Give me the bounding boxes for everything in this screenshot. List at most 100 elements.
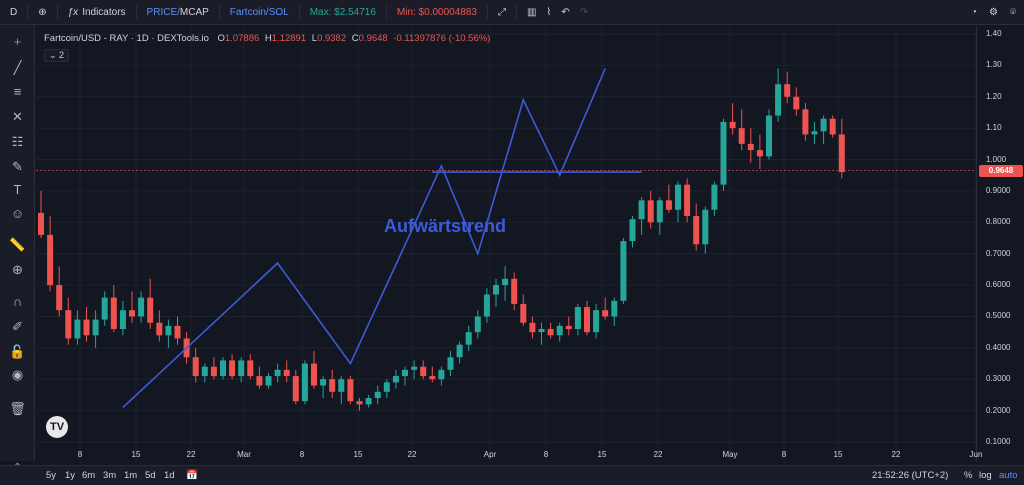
trend-annotation[interactable]: Aufwärtstrend <box>384 216 507 236</box>
current-price-tag: 0.9648 <box>979 164 1023 177</box>
candle-body <box>347 379 354 402</box>
candle-body <box>402 369 408 377</box>
redo-icon: ↷ <box>579 6 589 18</box>
range-3m[interactable]: 3m <box>103 470 117 481</box>
range-5d[interactable]: 5d <box>145 470 156 481</box>
percent-toggle[interactable]: % <box>964 470 973 481</box>
open-label: O <box>217 33 225 44</box>
candle-body <box>611 300 618 317</box>
price-axis[interactable]: 0.9648 1.40 1.30 1.20 1.10 1.000 0.9000 0.8000… <box>976 26 1024 462</box>
time-tick: 8 <box>77 450 83 459</box>
redo-button[interactable]: ↷ <box>580 7 588 18</box>
candle-body <box>756 150 763 157</box>
mcap-toggle[interactable]: MCAP <box>179 6 209 18</box>
utc-clock[interactable]: 21:52:26 (UTC+2) <box>872 470 949 481</box>
candle-body <box>411 366 418 370</box>
brush-icon[interactable]: ✎ <box>12 158 23 174</box>
trendline-icon[interactable]: ╱ <box>13 59 22 75</box>
settings-icon[interactable]: ⚙ <box>989 7 998 18</box>
candle-body <box>438 369 445 380</box>
candle-body <box>620 241 627 301</box>
range-6m[interactable]: 6m <box>82 470 96 481</box>
candle-body <box>129 310 135 317</box>
compare-icon: ⊕ <box>38 6 47 18</box>
range-1d[interactable]: 1d <box>164 470 175 481</box>
indicators-button[interactable]: ƒx Indicators <box>68 7 126 18</box>
fullscreen-button[interactable]: ⤢ <box>498 7 506 18</box>
range-1m[interactable]: 1m <box>124 470 138 481</box>
candle-body <box>265 376 272 386</box>
screenshot-icon[interactable]: ⌾ <box>1010 7 1016 18</box>
price-tick: 1.20 <box>986 91 1002 101</box>
time-tick: 22 <box>891 450 901 459</box>
candle-body <box>38 212 44 235</box>
candle-body <box>338 379 345 392</box>
candle-body <box>738 128 745 144</box>
horizontal-lines-icon[interactable]: ≡ <box>13 84 22 99</box>
symbol-title[interactable]: Fartcoin/USD - RAY · 1D · DEXTools.io <box>44 33 209 44</box>
candle-body <box>584 307 590 333</box>
candle-body <box>101 297 108 320</box>
time-tick: Apr <box>483 450 497 459</box>
candle-body <box>447 357 454 370</box>
legend-collapse-button[interactable]: ⌄ 2 <box>44 49 70 62</box>
zoom-icon[interactable]: ◔ <box>970 7 978 18</box>
candle-body <box>292 376 299 402</box>
alert-button[interactable]: ⌇ <box>546 7 551 18</box>
price-toggle[interactable]: PRICE/ <box>146 6 180 18</box>
candlestick-chart[interactable] <box>36 26 976 462</box>
time-tick: 8 <box>543 450 549 459</box>
interval-button[interactable]: D <box>10 7 17 18</box>
fib-icon[interactable]: ☷ <box>11 133 24 149</box>
candle-body <box>766 115 772 157</box>
range-5y[interactable]: 5y <box>46 470 57 481</box>
time-tick: 22 <box>186 450 196 459</box>
eye-icon[interactable]: ◉ <box>11 366 24 382</box>
zoom-in-icon[interactable]: ⊕ <box>12 261 23 277</box>
log-toggle[interactable]: log <box>979 470 992 481</box>
divider <box>135 5 137 19</box>
candle-body <box>838 134 845 173</box>
undo-button[interactable]: ↶ <box>561 7 569 18</box>
candle-body <box>629 219 636 242</box>
candle-body <box>493 285 499 295</box>
collapse-count: 2 <box>59 50 65 60</box>
emoji-icon[interactable]: ☺ <box>10 206 25 221</box>
candle-body <box>638 200 645 220</box>
crosshair-icon[interactable]: + <box>13 34 22 49</box>
lock-icon[interactable]: 🔓 <box>9 343 26 359</box>
interval-label: D <box>10 6 18 18</box>
text-icon[interactable]: T <box>13 182 22 197</box>
candle-body <box>119 310 126 330</box>
candle-body <box>165 325 172 336</box>
lock-drawing-icon[interactable]: ✐ <box>12 318 23 334</box>
divider <box>385 5 387 19</box>
chart-line-icon: ⌇ <box>546 6 552 18</box>
ruler-icon[interactable]: 📏 <box>9 236 26 252</box>
pair-link[interactable]: Fartcoin/SOL <box>229 6 289 18</box>
chart-type-button[interactable]: ▥ <box>527 7 536 18</box>
time-tick: 15 <box>131 450 141 459</box>
price-tick: 0.3000 <box>986 374 1011 384</box>
time-tick: Jun <box>969 450 983 459</box>
candles-icon: ▥ <box>526 6 537 18</box>
time-tick: 15 <box>597 450 607 459</box>
divider <box>218 5 220 19</box>
compare-button[interactable]: ⊕ <box>38 7 46 18</box>
pattern-icon[interactable]: ✕ <box>12 108 23 124</box>
trash-icon[interactable]: 🗑 <box>9 400 26 416</box>
tradingview-logo[interactable]: TV <box>46 416 68 438</box>
candle-body <box>74 319 81 339</box>
candle-body <box>56 285 63 311</box>
date-range-icon[interactable]: 📅 <box>186 470 198 481</box>
price-mcap-toggle[interactable]: PRICE/MCAP <box>147 7 209 18</box>
candle-body <box>220 360 226 377</box>
price-tick: 0.7000 <box>986 248 1011 258</box>
magnet-icon[interactable]: ∩ <box>12 294 23 309</box>
chart-legend: Fartcoin/USD - RAY · 1D · DEXTools.io O1… <box>44 33 490 44</box>
candle-body <box>174 325 181 339</box>
candle-body <box>820 118 827 132</box>
auto-toggle[interactable]: auto <box>999 470 1018 481</box>
candle-body <box>665 200 672 210</box>
range-1y[interactable]: 1y <box>65 470 76 481</box>
